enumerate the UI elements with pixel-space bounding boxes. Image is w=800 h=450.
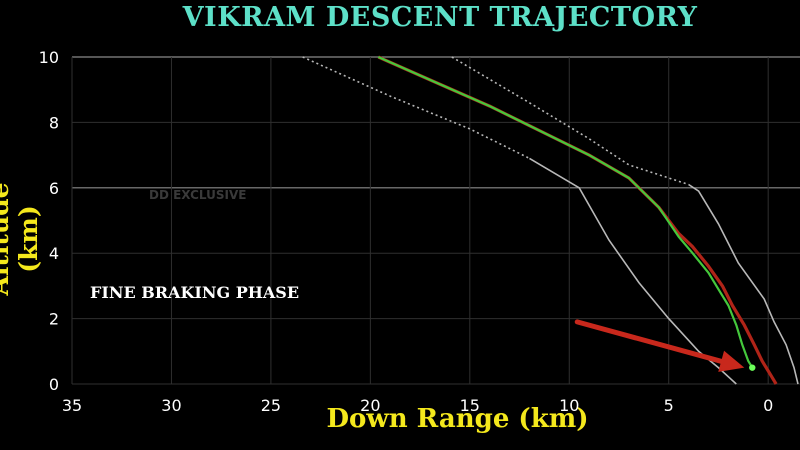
- y-tick-label-8: 8: [49, 113, 59, 132]
- x-tick-label-25: 25: [261, 396, 281, 415]
- watermark-text: DD EXCLUSIVE: [149, 188, 247, 202]
- grid: [71, 56, 800, 385]
- lower_bound-solid-line: [529, 157, 737, 385]
- x-tick-label-10: 10: [559, 396, 579, 415]
- y-tick-label-10: 10: [39, 48, 59, 67]
- phase-annotation: FINE BRAKING PHASE: [90, 283, 300, 302]
- lower_bound-dotted-line: [302, 56, 530, 160]
- arrow-shaft: [574, 319, 724, 364]
- x-tick-label-20: 20: [360, 396, 380, 415]
- y-tick-label-2: 2: [49, 310, 59, 329]
- upper_bound-solid-line: [688, 183, 799, 385]
- x-tick-label-35: 35: [62, 396, 82, 415]
- pointer-arrow: [574, 319, 745, 372]
- actual-line: [377, 55, 754, 369]
- chart-title: VIKRAM DESCENT TRAJECTORY: [182, 2, 698, 33]
- y-tick-label-0: 0: [49, 375, 59, 394]
- current-position-marker: [749, 364, 756, 371]
- arrow-head: [718, 350, 745, 372]
- series-lines: [302, 55, 799, 385]
- x-tick-label-15: 15: [460, 396, 480, 415]
- x-axis-label: Down Range (km): [326, 404, 589, 434]
- y-tick-label-6: 6: [49, 179, 59, 198]
- x-tick-label-0: 0: [763, 396, 773, 415]
- tick-labels: 0 2 4 6 8 10 35 30 25 20 15 10 5 0: [39, 48, 774, 415]
- x-tick-label-5: 5: [664, 396, 674, 415]
- x-tick-label-30: 30: [161, 396, 181, 415]
- upper_bound-dotted-line: [451, 56, 689, 186]
- y-tick-label-4: 4: [49, 244, 59, 263]
